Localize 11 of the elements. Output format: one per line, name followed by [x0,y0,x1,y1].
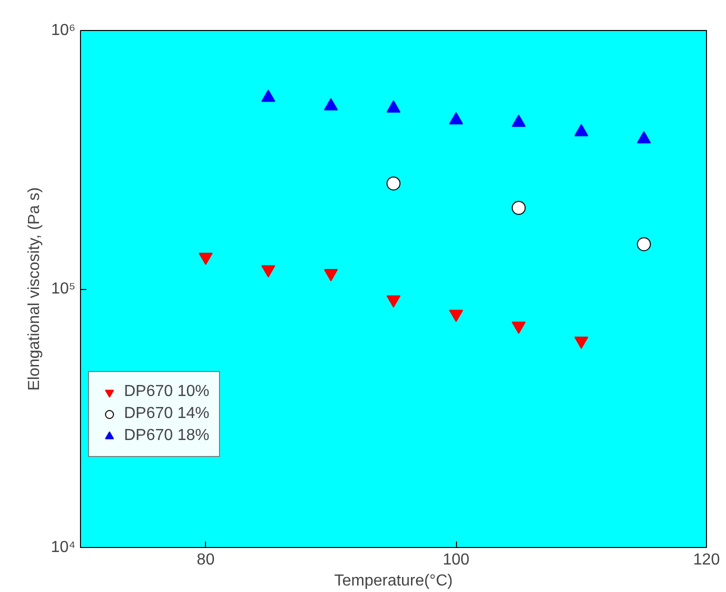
x-tick-label: 80 [196,552,215,568]
legend-label: DP670 14% [124,405,210,423]
legend-label: DP670 10% [124,383,210,401]
x-tick-label: 100 [442,552,470,568]
y-tick-label: 10⁵ [51,280,76,298]
x-tick-label: 120 [693,552,720,568]
x-axis-title: Temperature(°C) [334,572,453,590]
y-tick-label: 10⁴ [50,539,76,556]
legend-label: DP670 18% [124,427,210,445]
y-tick-label: 10⁶ [51,22,76,39]
y-axis-title: Elongational viscosity, (Pa s) [26,187,43,391]
